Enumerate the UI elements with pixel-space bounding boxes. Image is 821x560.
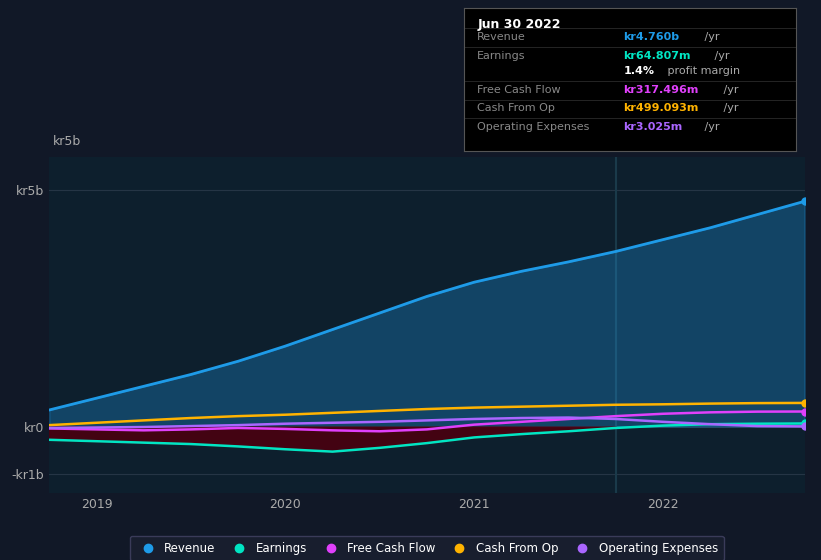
Text: /yr: /yr xyxy=(701,122,720,132)
Text: kr3.025m: kr3.025m xyxy=(623,122,683,132)
Text: profit margin: profit margin xyxy=(664,66,741,76)
Text: /yr: /yr xyxy=(720,85,738,95)
Text: Earnings: Earnings xyxy=(477,50,525,60)
Text: kr499.093m: kr499.093m xyxy=(623,104,699,113)
Text: kr317.496m: kr317.496m xyxy=(623,85,699,95)
Text: Cash From Op: Cash From Op xyxy=(477,104,555,113)
Text: Jun 30 2022: Jun 30 2022 xyxy=(477,18,561,31)
Text: Free Cash Flow: Free Cash Flow xyxy=(477,85,561,95)
Text: kr64.807m: kr64.807m xyxy=(623,50,691,60)
Text: kr4.760b: kr4.760b xyxy=(623,32,680,42)
Text: /yr: /yr xyxy=(701,32,720,42)
Text: Operating Expenses: Operating Expenses xyxy=(477,122,589,132)
Text: /yr: /yr xyxy=(720,104,738,113)
Text: /yr: /yr xyxy=(711,50,729,60)
Legend: Revenue, Earnings, Free Cash Flow, Cash From Op, Operating Expenses: Revenue, Earnings, Free Cash Flow, Cash … xyxy=(131,536,723,560)
Text: 1.4%: 1.4% xyxy=(623,66,654,76)
Text: kr5b: kr5b xyxy=(53,136,81,148)
Text: Revenue: Revenue xyxy=(477,32,526,42)
